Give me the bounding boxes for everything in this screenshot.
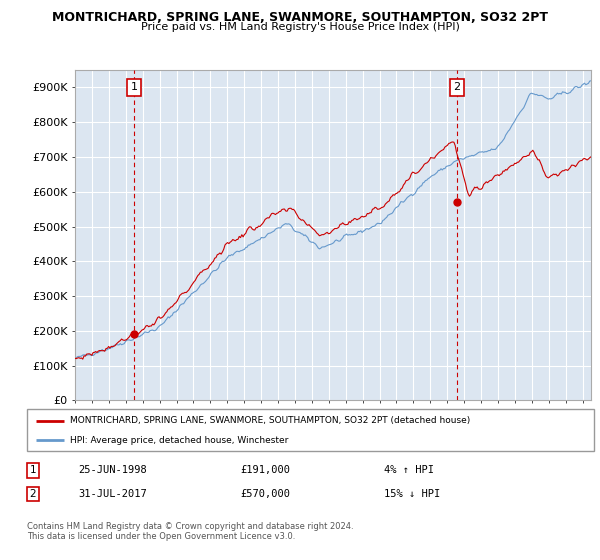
Text: 2: 2 [29,489,37,499]
Text: MONTRICHARD, SPRING LANE, SWANMORE, SOUTHAMPTON, SO32 2PT (detached house): MONTRICHARD, SPRING LANE, SWANMORE, SOUT… [70,416,470,425]
Text: Contains HM Land Registry data © Crown copyright and database right 2024.: Contains HM Land Registry data © Crown c… [27,522,353,531]
Text: 1: 1 [130,82,137,92]
Text: 31-JUL-2017: 31-JUL-2017 [78,489,147,499]
Text: 25-JUN-1998: 25-JUN-1998 [78,465,147,475]
Text: HPI: Average price, detached house, Winchester: HPI: Average price, detached house, Winc… [70,436,288,445]
Text: MONTRICHARD, SPRING LANE, SWANMORE, SOUTHAMPTON, SO32 2PT: MONTRICHARD, SPRING LANE, SWANMORE, SOUT… [52,11,548,24]
Text: This data is licensed under the Open Government Licence v3.0.: This data is licensed under the Open Gov… [27,532,295,541]
Text: 2: 2 [454,82,461,92]
Text: 1: 1 [29,465,37,475]
Text: £191,000: £191,000 [240,465,290,475]
Text: £570,000: £570,000 [240,489,290,499]
Text: Price paid vs. HM Land Registry's House Price Index (HPI): Price paid vs. HM Land Registry's House … [140,22,460,32]
Text: 15% ↓ HPI: 15% ↓ HPI [384,489,440,499]
Text: 4% ↑ HPI: 4% ↑ HPI [384,465,434,475]
